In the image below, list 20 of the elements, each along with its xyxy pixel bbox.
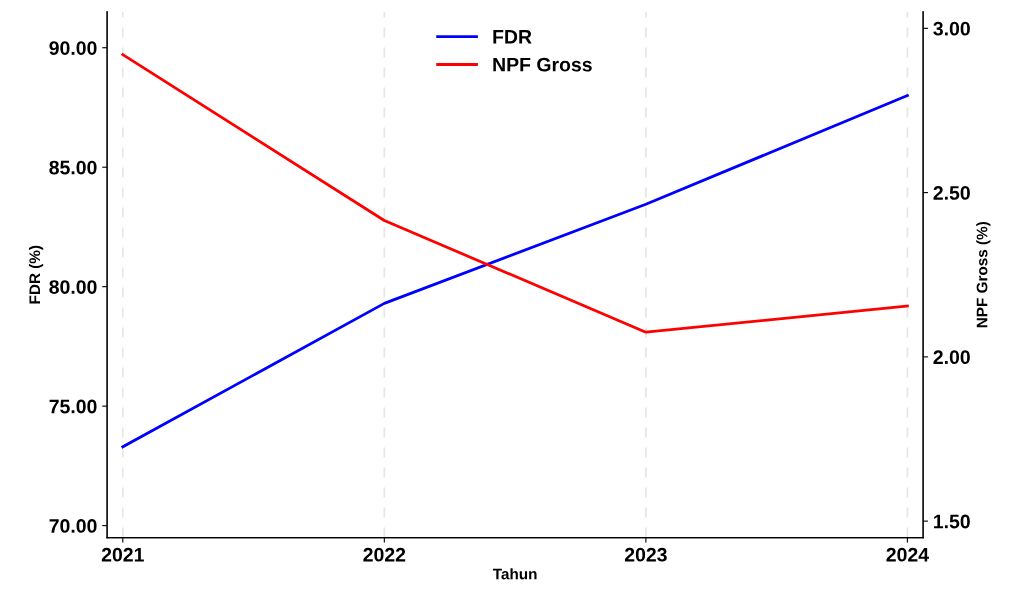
y-tick-label: 90.00 <box>49 41 97 55</box>
x-tick-label: 2023 <box>624 547 667 562</box>
y2-tick-label: 3.00 <box>933 21 970 36</box>
y2-tick-label: 2.00 <box>933 350 970 365</box>
y-tick-label: 70.00 <box>49 519 97 533</box>
y-tick-label: 85.00 <box>49 160 97 175</box>
x-tick-label: 2021 <box>101 547 144 562</box>
y2-axis-title: NPF Gross (%) <box>976 222 991 328</box>
y-axis-title: FDR (%) <box>28 245 44 304</box>
legend-label: FDR <box>493 30 532 44</box>
line-series <box>121 53 909 334</box>
y2-tick-label: 1.50 <box>934 514 970 529</box>
y-tick-label: 75.00 <box>49 399 97 414</box>
line-series <box>121 94 909 449</box>
x-tick-label: 2022 <box>363 547 406 562</box>
legend-label: NPF Gross <box>493 57 592 72</box>
y-tick-label: 80.00 <box>49 280 97 294</box>
x-axis-title: Tahun <box>492 568 537 580</box>
y2-tick-label: 2.50 <box>933 186 970 200</box>
x-tick-label: 2024 <box>886 547 929 562</box>
